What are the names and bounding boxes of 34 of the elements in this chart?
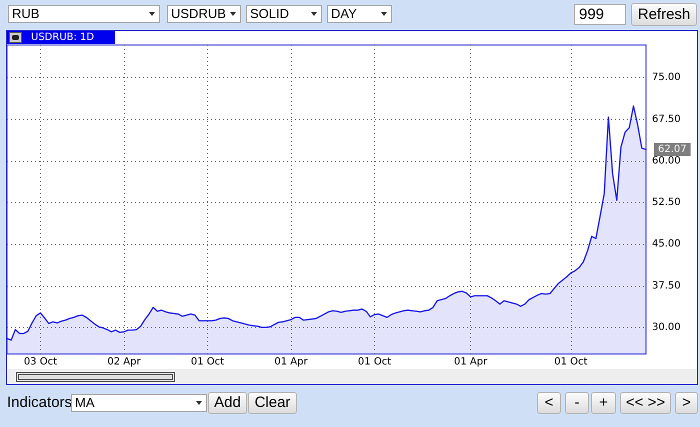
count-field[interactable]: 999 [574, 4, 626, 25]
scrollbar-track[interactable] [7, 369, 697, 384]
back-button[interactable]: < [537, 392, 561, 414]
x-tick-label: 01 Oct [190, 356, 224, 368]
y-tick-label: 52.50 [652, 197, 681, 208]
x-tick-label: 03 Oct [24, 356, 58, 368]
symbol-dropdown[interactable]: RUB [8, 5, 160, 23]
x-tick-label: 01 Oct [358, 356, 392, 368]
indicator-dropdown[interactable]: MA [71, 394, 207, 412]
forward-button[interactable]: > [675, 392, 698, 414]
chart-title: USDRUB: 1D [31, 31, 94, 44]
x-tick-label: 01 Oct [554, 356, 588, 368]
y-tick-label: 30.00 [652, 322, 681, 333]
style-dropdown[interactable]: SOLID [246, 5, 322, 23]
add-button[interactable]: Add [208, 392, 247, 414]
x-tick-label: 02 Apr [107, 356, 142, 368]
y-tick-label: 37.50 [652, 280, 681, 292]
data-label: 62.07 [658, 144, 687, 155]
indicators-label: Indicators [7, 394, 72, 412]
title-tab: USDRUB: 1D [7, 31, 115, 44]
scroll-thumb[interactable] [16, 372, 175, 382]
y-tick-label: 60.00 [652, 155, 681, 166]
clear-button[interactable]: Clear [248, 392, 297, 414]
period-dropdown[interactable]: DAY [327, 5, 392, 23]
zoom-in-button[interactable]: + [591, 392, 616, 414]
y-tick-label: 67.50 [652, 114, 681, 125]
pair-dropdown[interactable]: USDRUB [167, 5, 241, 23]
refresh-button[interactable]: Refresh [631, 3, 697, 26]
reset-button[interactable]: << >> [620, 392, 671, 414]
zoom-out-button[interactable]: - [565, 392, 589, 414]
y-tick-label: 75.00 [652, 72, 681, 84]
x-tick-label: 01 Apr [274, 356, 308, 368]
x-tick-label: 01 Apr [454, 356, 488, 368]
y-tick-label: 45.00 [652, 238, 681, 250]
